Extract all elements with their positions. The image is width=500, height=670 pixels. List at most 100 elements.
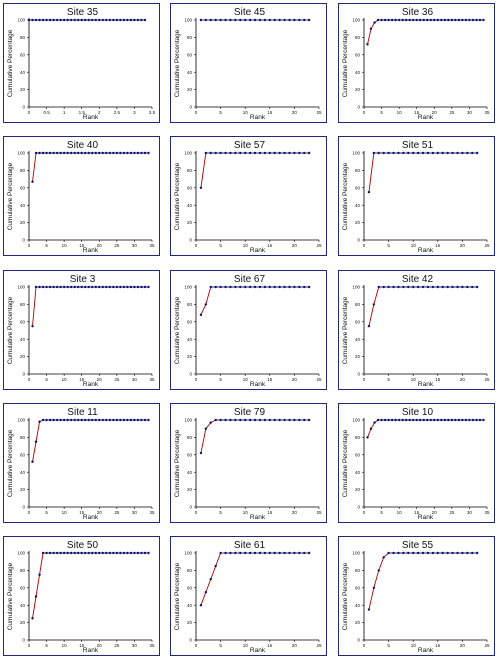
y-tick-label: 0 <box>22 638 25 643</box>
data-point <box>91 285 94 289</box>
x-tick-label: 10 <box>411 377 417 382</box>
x-axis-label: Rank <box>418 647 434 654</box>
data-point <box>475 551 479 555</box>
data-point <box>34 151 38 155</box>
y-axis-label: Cumulative Percentage <box>342 429 349 497</box>
data-point <box>475 18 478 22</box>
data-point <box>383 418 387 422</box>
data-point <box>66 151 69 155</box>
data-point <box>390 418 394 422</box>
x-tick-label: 0 <box>363 243 366 248</box>
data-point <box>244 151 247 155</box>
x-tick-label: 20 <box>432 110 438 115</box>
data-point <box>147 551 150 555</box>
chart-panel: Site 61 Cumulative Percentage Rank 0 20 40 60 8… <box>170 536 327 656</box>
series-line-segment <box>368 152 375 193</box>
data-point <box>273 418 276 422</box>
data-point <box>87 18 90 22</box>
data-point <box>412 151 415 155</box>
chart-svg: Site 57 Cumulative Percentage Rank 0 20 40 60 8… <box>174 140 322 254</box>
data-point <box>415 418 418 422</box>
x-tick-label: 1.5 <box>79 110 86 115</box>
data-point <box>55 551 59 555</box>
x-tick-label: 2.5 <box>114 110 121 115</box>
data-point <box>293 151 296 155</box>
data-point <box>115 151 119 155</box>
y-tick-label: 0 <box>189 105 192 110</box>
y-tick-label: 40 <box>187 603 193 608</box>
data-point <box>119 285 122 289</box>
x-tick-label: 15 <box>267 243 273 248</box>
x-tick-label: 15 <box>79 643 85 648</box>
y-tick-label: 60 <box>187 585 193 590</box>
data-point <box>94 18 97 22</box>
y-tick-label: 80 <box>355 568 361 573</box>
y-tick-label: 100 <box>352 285 360 290</box>
data-point <box>31 460 34 463</box>
data-point <box>98 551 101 555</box>
y-tick-label: 60 <box>187 52 193 57</box>
data-point <box>87 285 90 289</box>
x-tick-label: 30 <box>132 377 138 382</box>
y-tick-label: 60 <box>355 319 361 324</box>
data-point <box>253 418 257 422</box>
data-point <box>59 151 62 155</box>
data-point <box>143 151 147 155</box>
data-point <box>209 151 212 155</box>
y-tick-label: 80 <box>355 35 361 40</box>
data-point <box>229 151 232 155</box>
data-point <box>446 151 449 155</box>
data-point <box>147 151 150 155</box>
x-axis-label: Rank <box>418 514 434 521</box>
chart-svg: Site 40 Cumulative Percentage Rank 0 20 40 60 8… <box>7 140 155 254</box>
data-point <box>119 551 122 555</box>
data-point <box>204 303 208 306</box>
data-point <box>115 18 119 22</box>
data-point <box>253 151 257 155</box>
x-tick-label: 25 <box>114 643 120 648</box>
y-axis-label: Cumulative Percentage <box>174 29 181 97</box>
y-axis-label: Cumulative Percentage <box>7 296 14 364</box>
data-point <box>387 285 390 289</box>
data-point <box>446 551 449 555</box>
y-tick-label: 40 <box>20 337 26 342</box>
data-point <box>464 18 468 22</box>
data-point <box>283 285 286 289</box>
data-point <box>66 418 69 422</box>
data-point <box>239 18 242 22</box>
data-point <box>397 551 400 555</box>
chart-title: Site 67 <box>234 274 266 285</box>
data-point <box>234 418 237 422</box>
data-point <box>431 285 435 289</box>
y-tick-label: 0 <box>357 105 360 110</box>
data-point <box>77 551 80 555</box>
data-point <box>471 151 474 155</box>
data-point <box>392 285 395 289</box>
data-point <box>436 18 439 22</box>
chart-svg: Site 11 Cumulative Percentage Rank 0 20 40 60 8… <box>7 407 155 521</box>
chart-panel: Site 36 Cumulative Percentage Rank 0 20 40 60 8… <box>338 3 495 123</box>
data-point <box>94 285 97 289</box>
y-tick-label: 20 <box>20 487 26 492</box>
data-point <box>397 151 400 155</box>
y-tick-label: 20 <box>187 220 193 225</box>
data-point <box>471 18 475 22</box>
data-point <box>307 418 311 422</box>
data-point <box>239 285 242 289</box>
chart-svg: Site 3 Cumulative Percentage Rank 0 20 40 60 80… <box>7 274 155 388</box>
chart-panel: Site 51 Cumulative Percentage Rank 0 20 40 60 8… <box>338 136 495 256</box>
data-point <box>101 285 105 289</box>
y-tick-label: 20 <box>20 87 26 92</box>
data-point <box>415 18 418 22</box>
data-point <box>31 18 34 22</box>
chart-svg: Site 45 Cumulative Percentage Rank 0 20 40 60 8… <box>174 7 322 121</box>
data-point <box>209 421 212 424</box>
y-tick-label: 60 <box>355 452 361 457</box>
y-tick-label: 60 <box>355 585 361 590</box>
data-point <box>408 418 411 422</box>
data-point <box>133 551 136 555</box>
data-point <box>441 551 444 555</box>
x-tick-label: 0 <box>195 510 198 515</box>
chart-svg: Site 79 Cumulative Percentage Rank 0 20 40 60 8… <box>174 407 322 521</box>
data-point <box>98 151 101 155</box>
